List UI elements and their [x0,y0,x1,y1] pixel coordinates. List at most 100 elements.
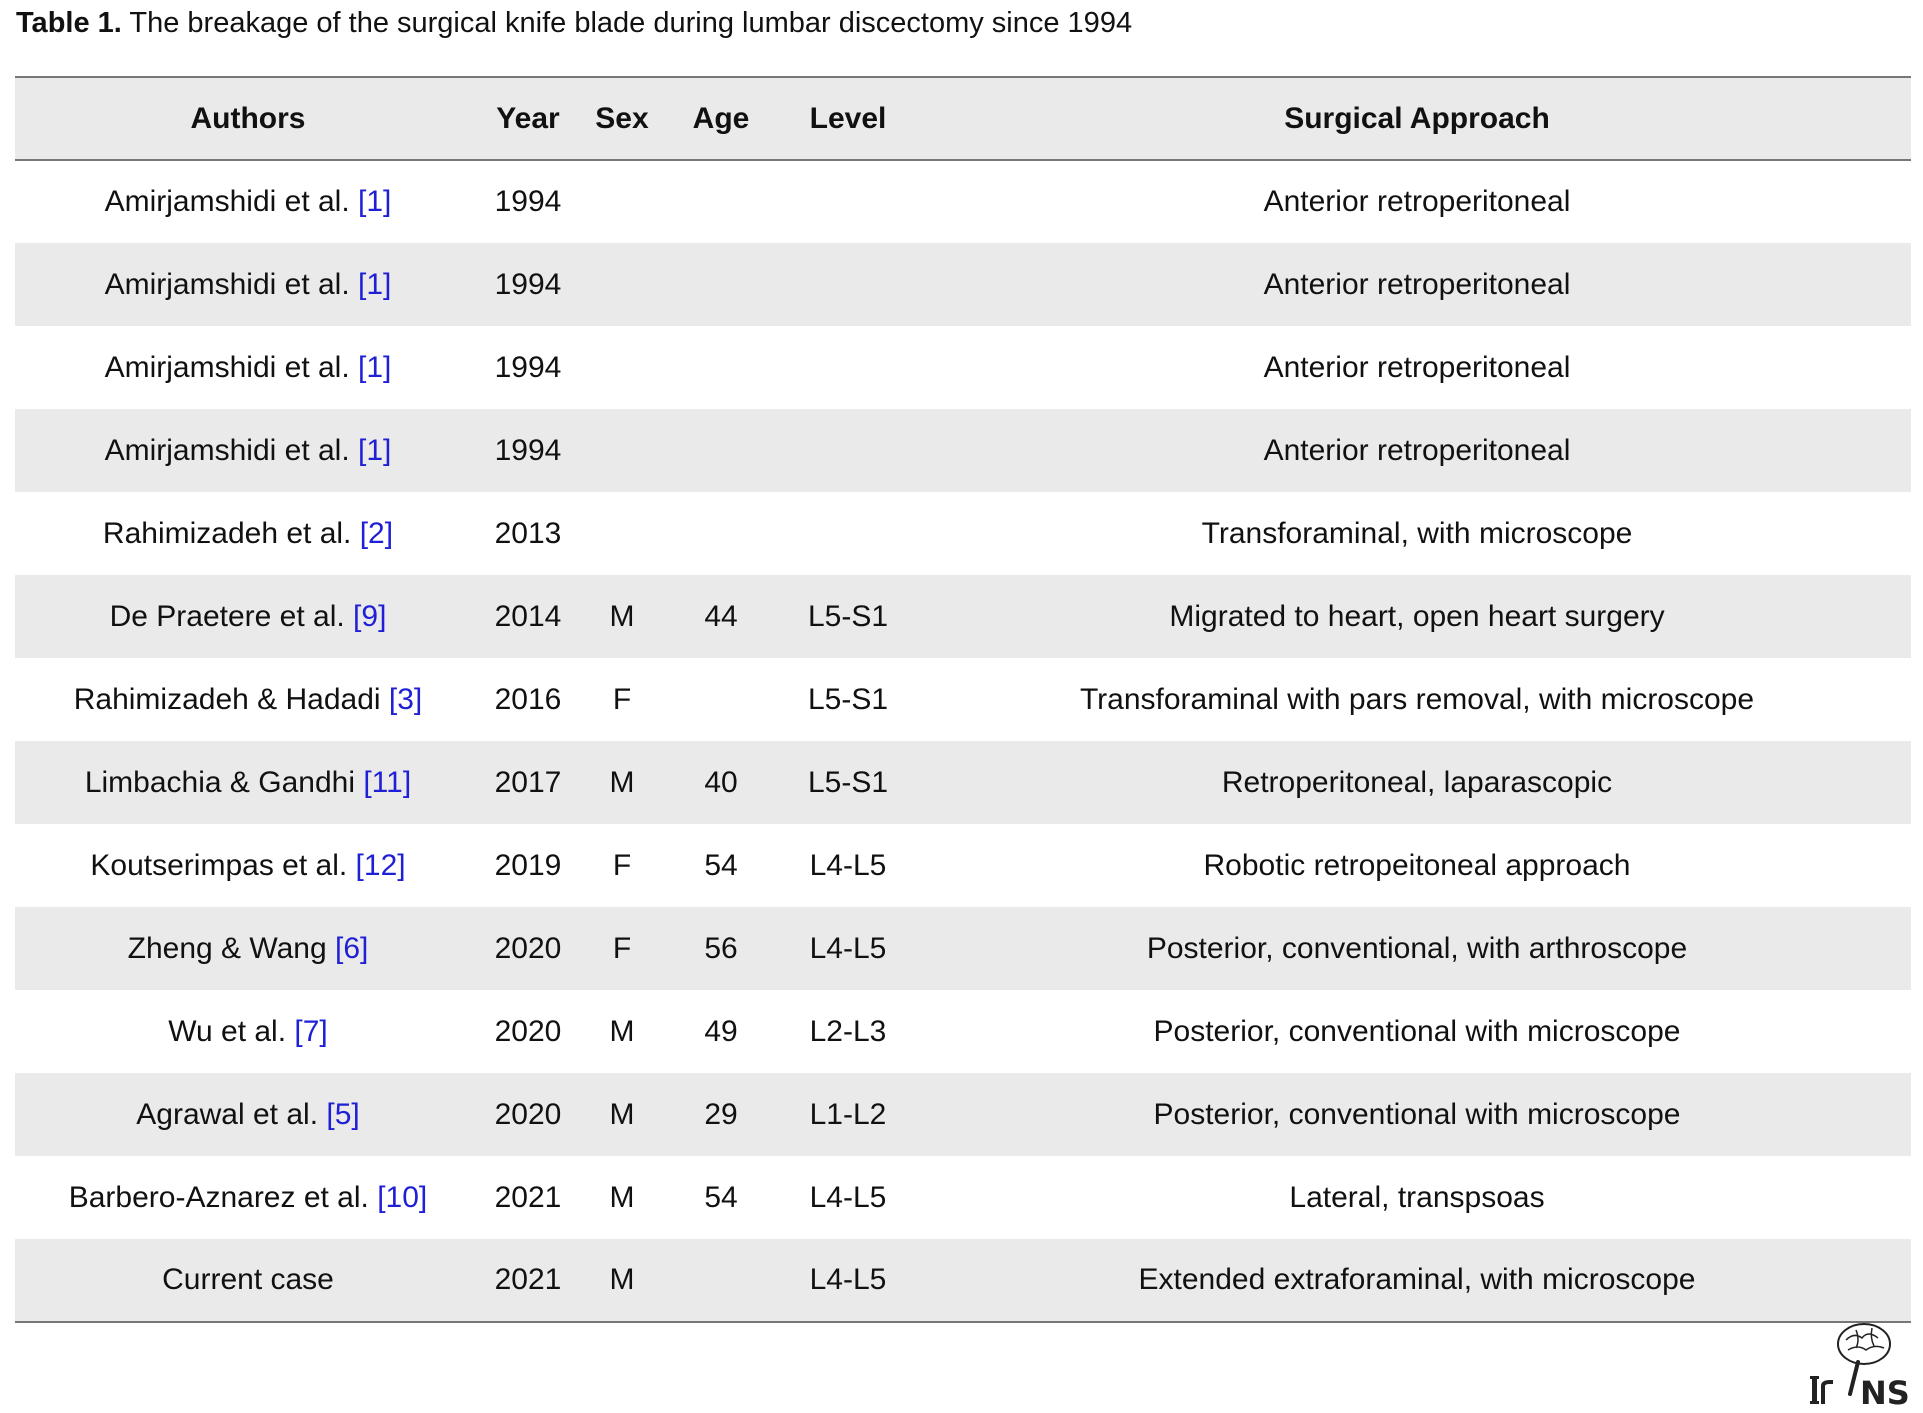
cell-surgical-approach: Transforaminal with pars removal, with m… [1079,682,1755,716]
reference-link[interactable]: [1] [358,433,392,467]
cell-authors: Current case [15,1239,481,1323]
reference-link[interactable]: [12] [355,848,406,882]
table-row: Limbachia & Gandhi [11] 2017 M 40 L5-S1 Retro… [15,741,1911,824]
table-row: Wu et al. [7] 2020 M 49 L2-L3 Posterior, conv… [15,990,1911,1073]
cell-authors: Amirjamshidi et al. [1] [15,409,481,492]
author-name: Amirjamshidi et al. [104,350,350,384]
cell-authors: Koutserimpas et al. [12] [15,824,481,907]
cell-year: 1994 [494,433,562,467]
cell-year: 2021 [481,1239,575,1323]
column-header-authors: Authors [15,76,481,161]
cell-age: 29 [704,1097,738,1131]
column-header-year: Year [481,76,575,161]
cell-sex [575,160,669,243]
author-name: Rahimizadeh & Hadadi [73,682,381,716]
table-row: Amirjamshidi et al. [1] 1994 Anterior retr… [15,326,1911,409]
cell-surgical-approach: Extended extraforaminal, with microscope [923,1239,1911,1323]
table-caption-label: Table 1. [16,7,122,39]
cell-surgical-approach: Lateral, transpsoas [1289,1180,1545,1214]
cell-age [669,658,773,741]
column-header-level: Level [773,76,923,161]
column-header-surgical-approach: Surgical Approach [923,76,1911,161]
cell-age: 40 [704,765,738,799]
author-name: Barbero-Aznarez et al. [68,1180,369,1214]
column-header-age: Age [669,76,773,161]
reference-link[interactable]: [1] [358,350,392,384]
author-name: Amirjamshidi et al. [104,433,350,467]
cell-age [669,160,773,243]
cell-sex: F [612,682,632,716]
cell-surgical-approach: Posterior, conventional with microscope [1153,1014,1681,1048]
cell-level [773,409,923,492]
cell-year: 2020 [494,1014,562,1048]
cell-sex: M [609,1097,635,1131]
table-row: De Praetere et al. [9] 2014 M 44 L5-S1 Migrat… [15,575,1911,658]
cell-level [773,160,923,243]
reference-link[interactable]: [7] [294,1014,328,1048]
reference-link[interactable]: [11] [363,765,412,799]
cell-authors: Rahimizadeh & Hadadi [3] [15,658,481,741]
cell-level [773,243,923,326]
author-name: Amirjamshidi et al. [104,185,350,218]
cell-surgical-approach: Transforaminal, with microscope [1201,516,1633,550]
cell-year: 2019 [494,848,562,882]
cell-level: L4-L5 [809,1180,887,1214]
cell-sex [575,326,669,409]
cell-year: 2016 [494,682,562,716]
reference-link[interactable]: [9] [353,599,387,633]
author-name: De Praetere et al. [109,599,345,633]
cell-surgical-approach: Posterior, conventional, with arthroscop… [1146,931,1688,965]
cell-authors: Amirjamshidi et al. [1] [15,326,481,409]
reference-link[interactable]: [2] [359,516,394,550]
author-name: Limbachia & Gandhi [84,765,355,799]
cell-year: 2020 [494,931,562,965]
cell-sex: M [609,1014,635,1048]
cell-sex: F [612,931,632,965]
cell-level: L1-L2 [809,1097,887,1131]
cell-authors: Rahimizadeh et al. [2] [15,492,481,575]
cell-sex: M [609,765,635,799]
cell-level: L5-S1 [807,765,889,799]
table-row: Amirjamshidi et al. [1] 1994 Anterior retr… [15,243,1911,326]
table-row: Amirjamshidi et al. [1] 1994 Anterior retr… [15,160,1911,243]
cell-authors: Amirjamshidi et al. [1] [15,243,481,326]
author-name: Koutserimpas et al. [90,848,348,882]
cell-age [669,492,773,575]
cell-sex: M [575,1239,669,1323]
table-caption-text: The breakage of the surgical knife blade… [129,7,1133,39]
cell-level: L4-L5 [809,848,887,882]
cell-level: L4-L5 [809,931,887,965]
cell-authors: Zheng & Wang [6] [15,907,481,990]
reference-link[interactable]: [5] [326,1097,360,1131]
cell-age: 44 [704,599,738,633]
brain-spine-logo-icon: NS [1810,1323,1910,1412]
table-row: Barbero-Aznarez et al. [10] 2021 M 54 L4-L5 L… [15,1156,1911,1239]
cell-year: 2014 [494,599,562,633]
cell-authors: Amirjamshidi et al. [1] [15,160,481,243]
cell-year: 2021 [494,1180,562,1214]
reference-link[interactable]: [3] [388,682,423,716]
table-header-row: Authors Year Sex Age Level Surgical Appr… [15,76,1911,161]
reference-link[interactable]: [10] [377,1180,428,1214]
reference-link[interactable]: [1] [358,185,392,218]
table-row: Rahimizadeh et al. [2] 2013 Transforaminal… [15,492,1911,575]
cell-level [773,326,923,409]
cell-level: L2-L3 [809,1014,887,1048]
reference-link[interactable]: [1] [358,267,392,301]
journal-logo: NS [1806,1318,1910,1412]
cell-authors: Agrawal et al. [5] [15,1073,481,1156]
reference-link[interactable]: [6] [334,931,369,965]
table-row: Rahimizadeh & Hadadi [3] 2016 F L5-S1 Transf… [15,658,1911,741]
column-header-sex: Sex [575,76,669,161]
cell-sex [575,492,669,575]
author-name: Amirjamshidi et al. [104,267,350,301]
cell-age [669,243,773,326]
cell-year: 2017 [494,765,562,799]
author-name: Current case [162,1263,334,1296]
cell-age: 54 [704,1180,738,1214]
cell-authors: Barbero-Aznarez et al. [10] [15,1156,481,1239]
cell-authors: Limbachia & Gandhi [11] [15,741,481,824]
table-row: Koutserimpas et al. [12] 2019 F 54 L4-L5 Robo… [15,824,1911,907]
logo-text: NS [1860,1374,1910,1408]
cell-year: 1994 [494,185,562,218]
